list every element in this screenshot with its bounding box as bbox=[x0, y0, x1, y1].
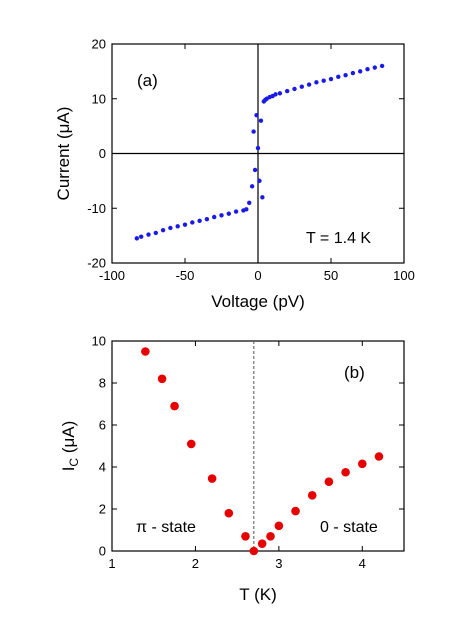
data-point bbox=[219, 213, 224, 218]
data-point bbox=[372, 65, 377, 70]
data-point bbox=[168, 225, 173, 231]
data-point bbox=[328, 76, 334, 82]
data-point bbox=[257, 178, 262, 184]
x-tick-label: 100 bbox=[393, 268, 415, 283]
y-tick-label: 4 bbox=[99, 460, 106, 475]
x-tick-label: 0 bbox=[254, 268, 261, 283]
ticks-b: 1 2 3 4 0 2 4 6 8 10 bbox=[92, 334, 404, 571]
data-point bbox=[257, 539, 267, 548]
pi-state-annotation: π - state bbox=[136, 519, 196, 536]
data-point bbox=[141, 347, 150, 356]
data-point bbox=[365, 66, 370, 72]
data-point bbox=[321, 78, 326, 83]
y-tick-label: 10 bbox=[92, 334, 106, 349]
data-point bbox=[254, 112, 259, 118]
data-point bbox=[341, 467, 350, 477]
data-points-b bbox=[141, 347, 384, 556]
y-tick-label: 20 bbox=[92, 37, 106, 52]
temperature-annotation: T = 1.4 K bbox=[306, 230, 371, 247]
data-point bbox=[291, 506, 300, 516]
data-point bbox=[157, 374, 167, 384]
data-point bbox=[324, 477, 334, 487]
data-point bbox=[175, 224, 180, 229]
y-tick-label: -10 bbox=[87, 201, 106, 216]
data-point bbox=[247, 200, 252, 205]
data-point bbox=[197, 218, 202, 224]
data-point bbox=[258, 118, 264, 123]
x-tick-label: 1 bbox=[108, 556, 115, 571]
data-point bbox=[285, 88, 290, 94]
y-tick-label: 0 bbox=[99, 544, 106, 559]
y-tick-label: 2 bbox=[99, 502, 106, 517]
y-tick-label: 10 bbox=[92, 91, 106, 106]
data-point bbox=[170, 401, 179, 411]
y-axis-label-b-main: I bbox=[59, 467, 78, 472]
panel-label-b: (b) bbox=[344, 363, 365, 382]
data-point bbox=[204, 217, 210, 222]
data-point bbox=[207, 474, 217, 483]
y-tick-label: 6 bbox=[99, 418, 106, 433]
data-point bbox=[186, 439, 196, 449]
data-point bbox=[212, 214, 217, 220]
y-tick-label: 8 bbox=[99, 376, 106, 391]
data-point bbox=[273, 92, 278, 97]
data-point bbox=[182, 222, 188, 227]
data-point bbox=[146, 232, 151, 237]
data-point bbox=[379, 63, 385, 69]
data-point bbox=[277, 91, 283, 96]
data-point bbox=[134, 236, 140, 241]
zero-state-annotation: 0 - state bbox=[320, 519, 378, 536]
data-point bbox=[358, 69, 363, 74]
data-point bbox=[292, 86, 297, 92]
data-point bbox=[249, 546, 259, 556]
data-points-a bbox=[134, 63, 385, 241]
data-point bbox=[260, 195, 265, 200]
data-point bbox=[255, 145, 261, 151]
data-point bbox=[249, 184, 255, 189]
data-point bbox=[336, 74, 341, 80]
data-point bbox=[241, 532, 250, 541]
data-point bbox=[224, 508, 234, 518]
x-tick-label: 4 bbox=[359, 556, 366, 571]
data-point bbox=[307, 491, 317, 500]
panel-label-a: (a) bbox=[137, 71, 158, 90]
x-tick-label: 3 bbox=[275, 556, 282, 571]
data-point bbox=[357, 459, 367, 469]
data-point bbox=[226, 211, 231, 216]
data-point bbox=[299, 84, 304, 89]
data-point bbox=[244, 207, 249, 212]
x-axis-label-b: T (K) bbox=[239, 585, 276, 604]
y-axis-label-b-subscript: C bbox=[67, 458, 81, 467]
x-tick-label: -100 bbox=[99, 268, 125, 283]
y-tick-label: 0 bbox=[99, 146, 106, 161]
data-point bbox=[343, 73, 348, 78]
data-point bbox=[139, 234, 144, 239]
data-point bbox=[190, 220, 195, 225]
x-tick-label: 2 bbox=[192, 556, 199, 571]
data-point bbox=[251, 129, 256, 134]
data-point bbox=[252, 167, 258, 173]
data-point bbox=[160, 227, 166, 233]
data-point bbox=[233, 209, 239, 214]
data-point bbox=[274, 521, 284, 531]
data-point bbox=[374, 452, 384, 461]
panel-b: 1 2 3 4 0 2 4 6 8 10 (b) π - state 0 - state T (K… bbox=[59, 334, 405, 604]
x-axis-label-a: Voltage (pV) bbox=[211, 292, 305, 311]
y-axis-label-b: IC (μA) bbox=[59, 421, 81, 472]
data-point bbox=[314, 80, 319, 85]
data-point bbox=[350, 70, 356, 76]
y-axis-label-a: Current (μA) bbox=[54, 107, 73, 201]
data-point bbox=[266, 532, 275, 541]
y-axis-label-b-unit: (μA) bbox=[59, 421, 78, 458]
data-point bbox=[153, 230, 158, 236]
x-tick-label: -50 bbox=[176, 268, 195, 283]
x-tick-label: 50 bbox=[324, 268, 338, 283]
y-tick-label: -20 bbox=[87, 256, 106, 271]
data-point bbox=[306, 82, 312, 87]
